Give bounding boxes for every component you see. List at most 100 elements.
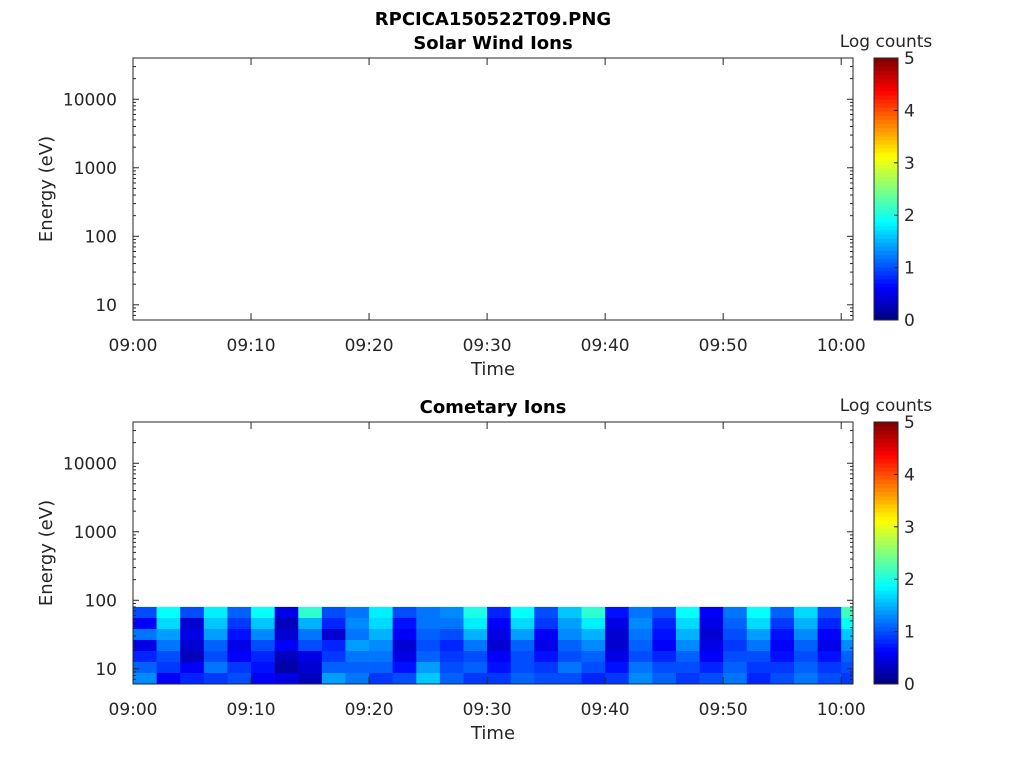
colorbar-segment (874, 111, 898, 116)
colorbar-segment (874, 524, 898, 529)
colorbar-segment (874, 242, 898, 247)
colorbar-segment (874, 254, 898, 260)
cometary-colorbar: 0 1 2 3 4 5 (873, 413, 915, 695)
heatmap-cell (841, 617, 854, 630)
heatmap-cell (557, 628, 582, 641)
colorbar-tick-label: 1 (904, 623, 915, 643)
heatmap-cell (746, 639, 771, 652)
colorbar-segment (874, 315, 898, 321)
x-tick-label: 09:20 (345, 700, 394, 720)
colorbar-segment (874, 647, 898, 652)
heatmap-cell (439, 617, 464, 630)
heatmap-cell (841, 650, 854, 663)
y-tick-label: 1000 (74, 523, 117, 543)
colorbar-segment (874, 585, 898, 591)
heatmap-cell (605, 650, 630, 663)
heatmap-cell (534, 617, 559, 630)
colorbar-segment (874, 569, 898, 574)
heatmap-cell (817, 628, 842, 641)
solar-wind-y-axis: 10 100 1000 10000 (63, 57, 853, 321)
colorbar-segment (874, 512, 898, 517)
cometary-colorbar-label: Log counts (840, 396, 933, 416)
colorbar-segment (874, 295, 898, 301)
heatmap-cell (817, 606, 842, 619)
colorbar-segment (874, 131, 898, 137)
colorbar-segment (874, 152, 898, 157)
colorbar-segment (874, 176, 898, 182)
heatmap-cell (510, 606, 535, 619)
heatmap-cell (439, 606, 464, 619)
heatmap-cell (534, 606, 559, 619)
heatmap-cell (841, 672, 854, 685)
heatmap-cell (345, 617, 370, 630)
heatmap-cell (534, 650, 559, 663)
colorbar-segment (874, 438, 898, 443)
cometary-plot-frame (132, 421, 854, 685)
heatmap-cell (156, 672, 181, 685)
colorbar-segment (874, 467, 898, 472)
heatmap-cell (581, 672, 606, 685)
heatmap-cell (274, 650, 299, 663)
heatmap-cell (133, 672, 157, 685)
solar-wind-colorbar-label: Log counts (840, 32, 933, 52)
colorbar-segment (874, 565, 898, 570)
heatmap-cell (605, 606, 630, 619)
heatmap-cell (345, 661, 370, 674)
cometary-ylabel: Energy (eV) (36, 500, 57, 606)
colorbar-segment (874, 638, 898, 644)
heatmap-cell (321, 650, 346, 663)
colorbar-segment (874, 651, 898, 656)
colorbar-segment (874, 491, 898, 497)
colorbar-segment (874, 148, 898, 153)
colorbar-segment (874, 143, 898, 149)
colorbar-segment (874, 197, 898, 202)
heatmap-cell (463, 650, 488, 663)
colorbar-segment (874, 434, 898, 439)
heatmap-cell (416, 661, 441, 674)
colorbar-segment (874, 422, 898, 427)
x-tick-label: 09:50 (699, 700, 748, 720)
colorbar-tick-label: 3 (904, 154, 915, 174)
colorbar-segment (874, 663, 898, 669)
heatmap-cell (841, 639, 854, 652)
heatmap-cell (723, 617, 748, 630)
colorbar-segment (874, 62, 898, 67)
heatmap-cell (321, 661, 346, 674)
colorbar-tick-label: 1 (904, 259, 915, 279)
heatmap-cell (557, 617, 582, 630)
colorbar-segment (874, 602, 898, 607)
colorbar-segment (874, 622, 898, 628)
heatmap-cell (746, 617, 771, 630)
colorbar-segment (874, 66, 898, 71)
heatmap-cell (392, 650, 417, 663)
heatmap-cell (628, 628, 653, 641)
colorbar-segment (874, 217, 898, 223)
heatmap-cell (770, 628, 795, 641)
heatmap-cell (251, 661, 275, 674)
heatmap-cell (675, 606, 700, 619)
heatmap-cell (534, 639, 559, 652)
colorbar-segment (874, 450, 898, 456)
colorbar-segment (874, 507, 898, 513)
heatmap-cell (557, 639, 582, 652)
colorbar-tick-label: 0 (904, 675, 915, 695)
heatmap-cell (510, 672, 535, 685)
heatmap-cell (581, 639, 606, 652)
colorbar-segment (874, 209, 898, 215)
y-tick-label: 1000 (74, 159, 117, 179)
x-tick-label: 09:30 (463, 700, 512, 720)
colorbar-segment (874, 589, 898, 595)
cometary-x-axis: 09:00 09:10 09:20 09:30 09:40 09:50 10:00 (109, 422, 866, 720)
heatmap-cell (156, 639, 181, 652)
colorbar-segment (874, 520, 898, 525)
heatmap-cell (770, 661, 795, 674)
colorbar-segment (874, 675, 898, 681)
heatmap-cell (581, 661, 606, 674)
heatmap-cell (227, 639, 252, 652)
solar-wind-colorbar: 0 1 2 3 4 5 (873, 49, 915, 331)
heatmap-cell (605, 617, 630, 630)
heatmap-cell (605, 628, 630, 641)
colorbar-segment (874, 442, 898, 448)
colorbar-segment (874, 160, 898, 165)
